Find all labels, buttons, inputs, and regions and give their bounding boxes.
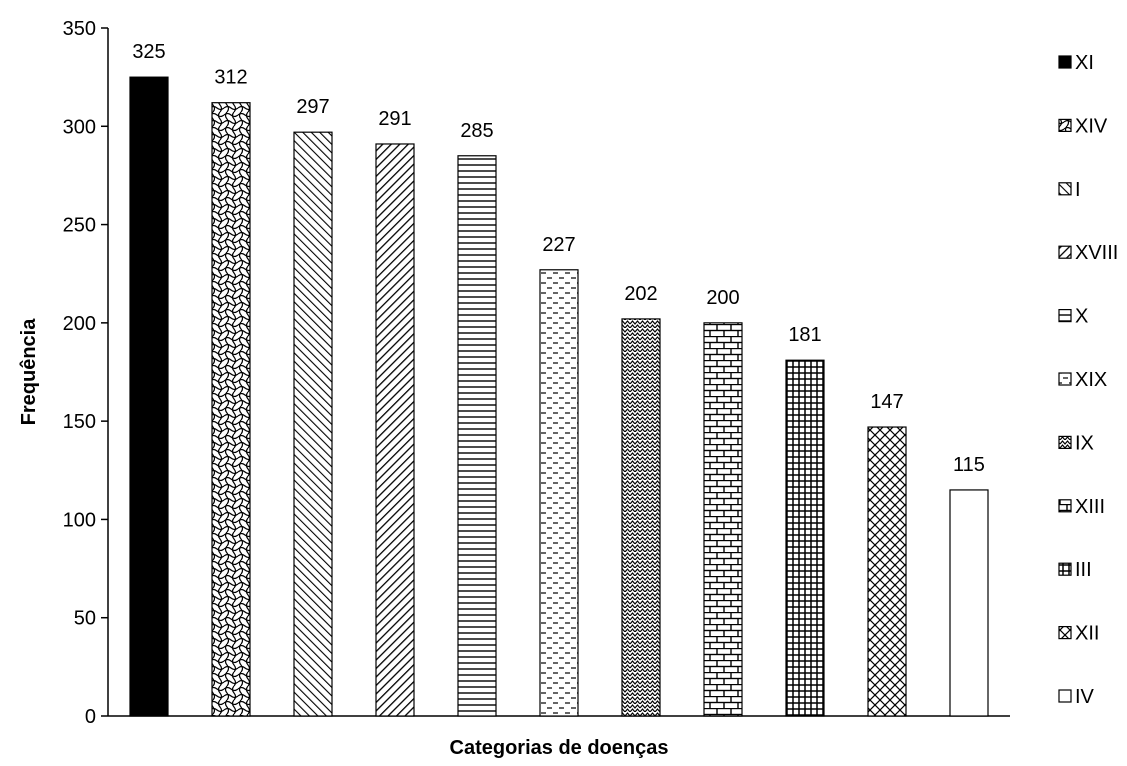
legend-label: I (1075, 179, 1081, 201)
bars (129, 76, 989, 717)
legend-swatch (1058, 118, 1072, 133)
legend-swatch (1058, 55, 1072, 69)
bar-iv (949, 489, 989, 717)
bar-xii (867, 426, 907, 717)
data-label-xviii: 291 (378, 108, 411, 130)
bar-iii (785, 359, 825, 717)
legend-label: XIV (1075, 115, 1108, 137)
legend-swatch (1058, 689, 1072, 703)
legend-item: IX (1058, 432, 1094, 454)
legend-item: XIII (1058, 496, 1105, 518)
y-tick-label: 100 (63, 509, 96, 531)
y-tick-label: 0 (85, 706, 96, 728)
y-tick-label: 150 (63, 411, 96, 433)
legend-swatch (1058, 245, 1072, 259)
data-labels: 325 312 297 291 285 227 202 200 181 147 115 (132, 41, 985, 476)
legend-item: XI (1058, 52, 1094, 74)
bar-i (293, 131, 333, 717)
legend-item: III (1058, 559, 1092, 581)
y-tick-label: 350 (63, 18, 96, 40)
bar-xix (539, 269, 579, 717)
data-label-xix: 227 (542, 234, 575, 256)
x-axis-title: Categorias de doenças (450, 737, 669, 759)
legend-item: XII (1058, 623, 1099, 645)
bar-xi (129, 76, 169, 717)
legend-item: X (1058, 306, 1088, 328)
y-tick-label: 200 (63, 313, 96, 335)
legend-swatch (1058, 562, 1072, 576)
legend-label: IV (1075, 686, 1095, 708)
legend-label: XI (1075, 52, 1094, 74)
legend-label: IX (1075, 432, 1094, 454)
legend-item: XVIII (1058, 242, 1118, 264)
data-label-iv: 115 (953, 454, 985, 476)
bar-x (457, 155, 497, 717)
data-label-xii: 147 (870, 391, 903, 413)
legend-item: I (1058, 179, 1081, 201)
bar-xiii (703, 322, 743, 717)
y-ticks: 0 50 100 150 200 250 300 350 (63, 18, 108, 728)
data-label-xiv: 312 (214, 67, 247, 89)
y-tick-label: 300 (63, 116, 96, 138)
y-axis-title: Frequência (18, 318, 40, 426)
legend-swatch (1058, 309, 1072, 323)
data-label-xiii: 200 (706, 287, 739, 309)
legend-label: XII (1075, 623, 1099, 645)
legend-label: XVIII (1075, 242, 1118, 264)
legend-swatch (1058, 435, 1072, 449)
bar-xviii (375, 143, 415, 717)
legend-item: XIV (1058, 115, 1108, 137)
data-label-x: 285 (460, 120, 493, 142)
y-axis: 0 50 100 150 200 250 300 350 (63, 18, 109, 728)
bar-xiv (211, 102, 251, 717)
legend-swatch (1058, 182, 1072, 196)
legend: XI XIV I XVIII X XIX IX XIII III XII IV (1058, 52, 1118, 708)
legend-label: XIII (1075, 496, 1105, 518)
legend-item: IV (1058, 686, 1095, 708)
legend-swatch (1058, 372, 1072, 386)
data-label-i: 297 (296, 96, 329, 118)
data-label-ix: 202 (624, 283, 657, 305)
legend-swatch (1058, 499, 1072, 513)
legend-item: XIX (1058, 369, 1107, 391)
bar-ix (621, 318, 661, 717)
y-tick-label: 250 (63, 215, 96, 237)
data-label-xi: 325 (132, 41, 165, 63)
legend-swatch (1058, 625, 1072, 640)
y-tick-label: 50 (74, 608, 96, 630)
legend-label: XIX (1075, 369, 1107, 391)
legend-label: III (1075, 559, 1092, 581)
data-label-iii: 181 (788, 324, 821, 346)
legend-label: X (1075, 306, 1088, 328)
